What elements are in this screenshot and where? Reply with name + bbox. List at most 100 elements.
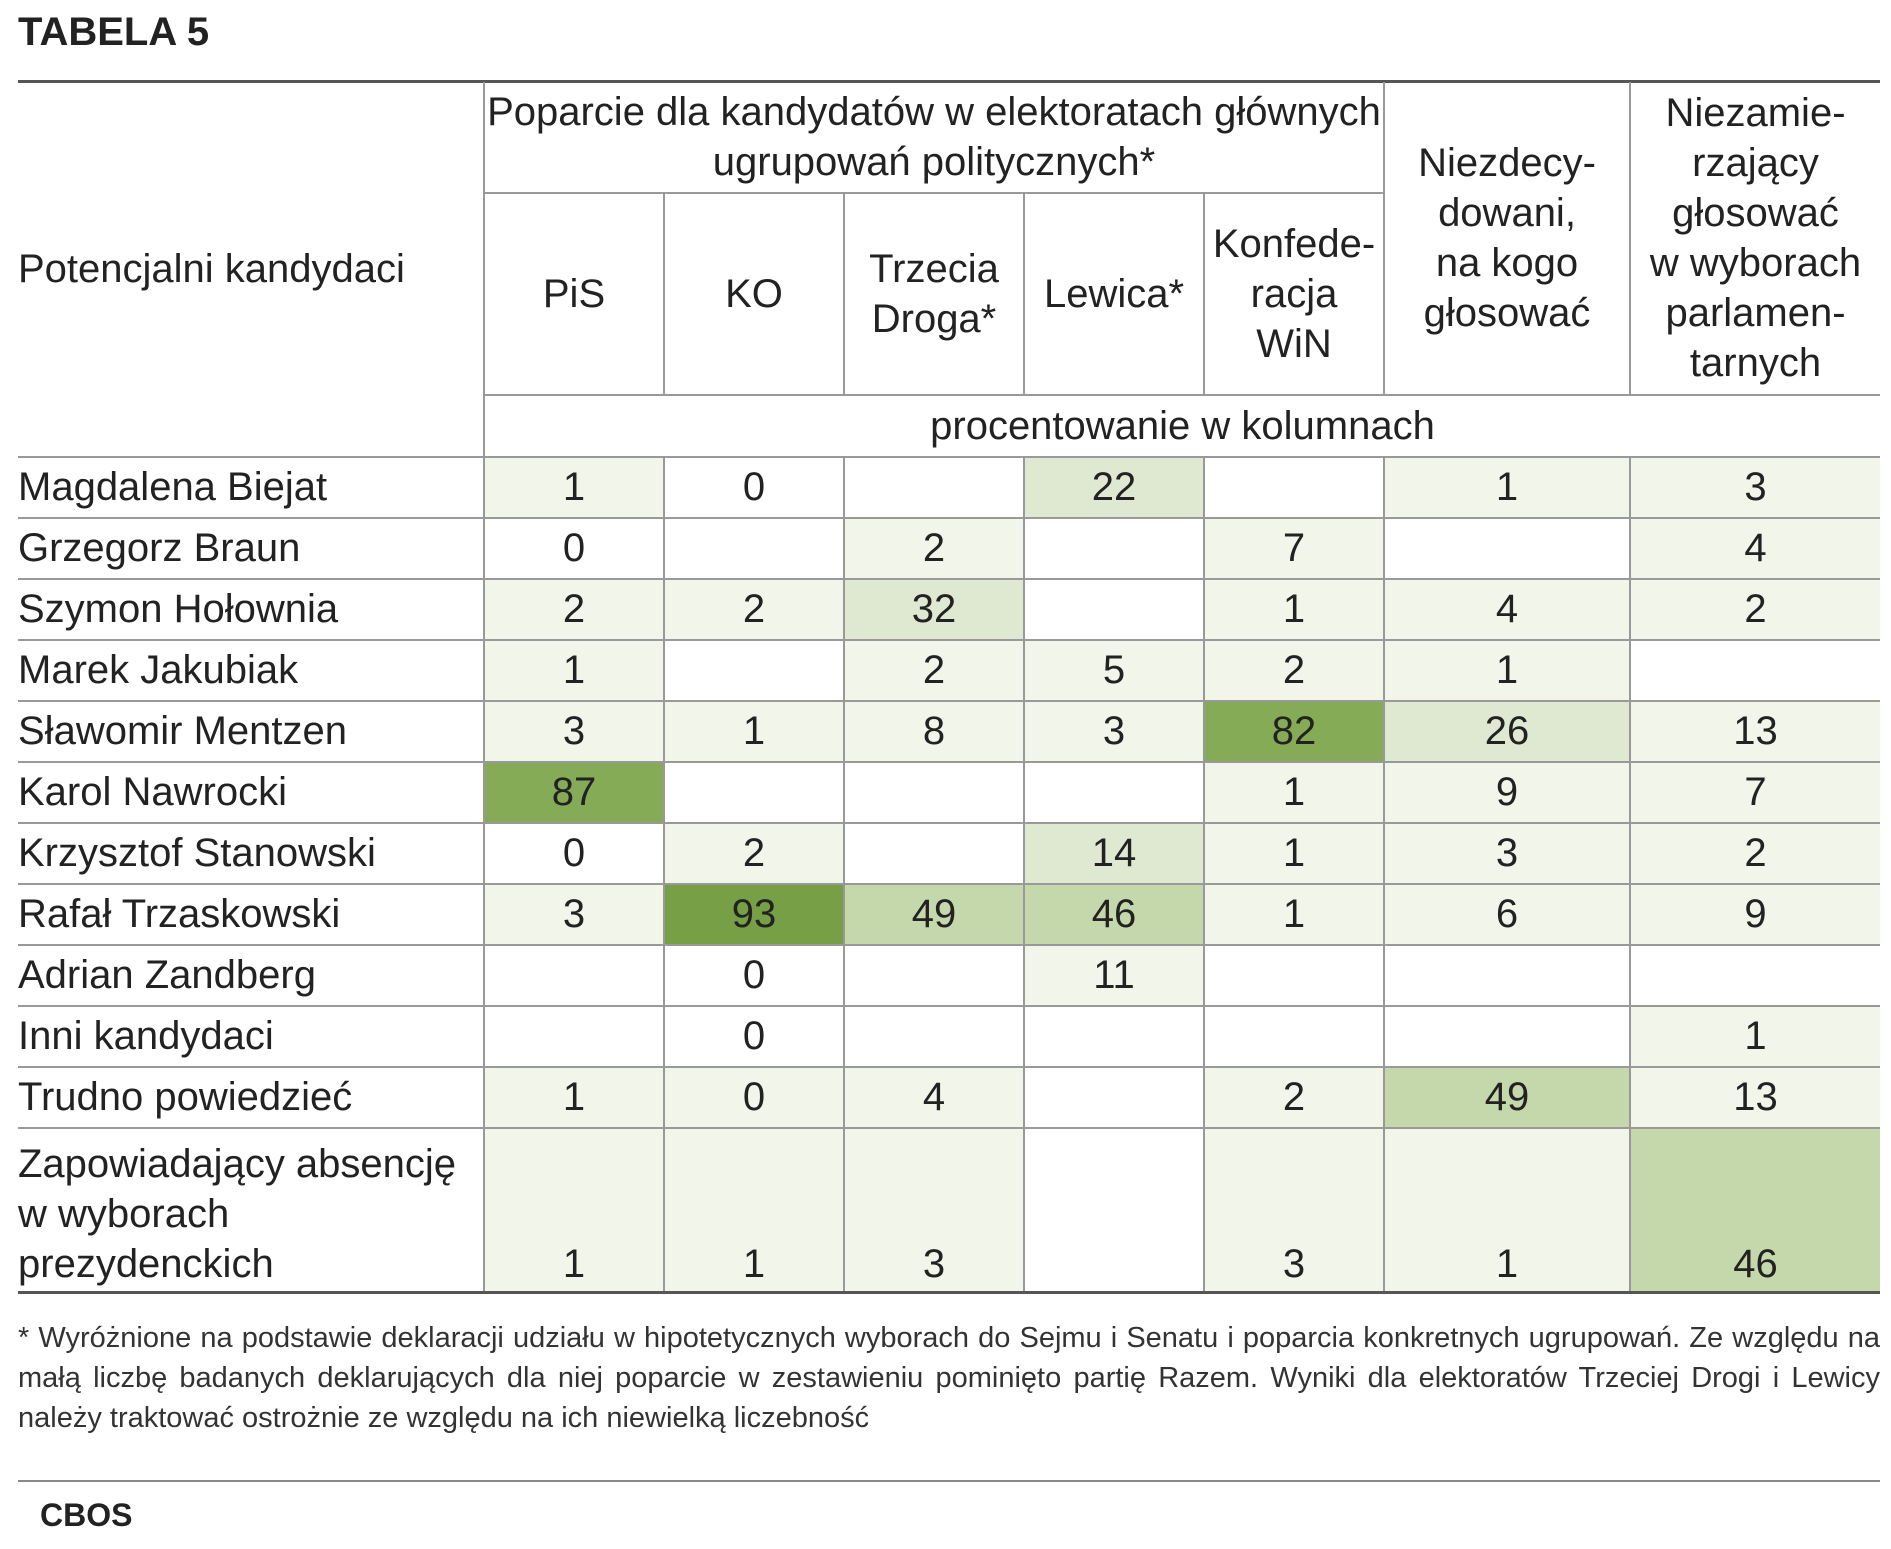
header-candidates: Potencjalni kandydaci bbox=[18, 247, 405, 291]
value-cell bbox=[1203, 456, 1384, 518]
bottom-rule bbox=[18, 1480, 1880, 1482]
value-cell: 1 bbox=[663, 700, 844, 762]
candidate-name: Zapowiadający absencję w wyborach prezyd… bbox=[18, 1127, 484, 1294]
value-cell: 7 bbox=[1629, 761, 1880, 823]
value-cell: 32 bbox=[843, 578, 1024, 640]
header-trzecia-droga: Trzecia Droga* bbox=[843, 192, 1024, 395]
value-cell: 2 bbox=[843, 517, 1024, 579]
value-cell: 14 bbox=[1023, 822, 1204, 884]
candidate-name: Krzysztof Stanowski bbox=[18, 822, 484, 884]
value-cell bbox=[1203, 1005, 1384, 1067]
value-cell: 1 bbox=[1383, 456, 1630, 518]
value-cell: 2 bbox=[1203, 639, 1384, 701]
value-cell bbox=[1023, 1005, 1204, 1067]
value-cell: 2 bbox=[1203, 1066, 1384, 1128]
value-cell bbox=[483, 1005, 664, 1067]
value-cell: 8 bbox=[843, 700, 1024, 762]
value-cell: 1 bbox=[483, 1127, 664, 1294]
value-cell: 49 bbox=[1383, 1066, 1630, 1128]
value-cell: 3 bbox=[1629, 456, 1880, 518]
header-group: Poparcie dla kandydatów w elektoratach g… bbox=[483, 82, 1384, 193]
value-cell: 0 bbox=[663, 1066, 844, 1128]
value-cell: 5 bbox=[1023, 639, 1204, 701]
value-cell: 3 bbox=[1383, 822, 1630, 884]
value-cell bbox=[843, 822, 1024, 884]
value-cell bbox=[1383, 1005, 1630, 1067]
candidate-name: Trudno powiedzieć bbox=[18, 1066, 484, 1128]
value-cell: 3 bbox=[483, 700, 664, 762]
value-cell: 0 bbox=[483, 822, 664, 884]
value-cell bbox=[843, 1005, 1024, 1067]
value-cell: 1 bbox=[483, 1066, 664, 1128]
header-lewica: Lewica* bbox=[1023, 192, 1204, 395]
table-row: Grzegorz Braun 0 2 7 4 bbox=[18, 517, 1880, 579]
value-cell: 3 bbox=[1203, 1127, 1384, 1294]
header-pis: PiS bbox=[483, 192, 664, 395]
table-row: Trudno powiedzieć 1 0 4 2 49 13 bbox=[18, 1066, 1880, 1128]
value-cell: 87 bbox=[483, 761, 664, 823]
candidate-name: Szymon Hołownia bbox=[18, 578, 484, 640]
value-cell bbox=[663, 517, 844, 579]
value-cell: 0 bbox=[663, 944, 844, 1006]
value-cell: 4 bbox=[1383, 578, 1630, 640]
value-cell: 22 bbox=[1023, 456, 1204, 518]
header-undecided: Niezdecy- dowani, na kogo głosować bbox=[1383, 82, 1630, 395]
header-unit: procentowanie w kolumnach bbox=[483, 394, 1880, 457]
value-cell: 2 bbox=[1629, 822, 1880, 884]
value-cell bbox=[843, 456, 1024, 518]
table-title: TABELA 5 bbox=[18, 10, 210, 54]
value-cell: 1 bbox=[1203, 761, 1384, 823]
value-cell: 93 bbox=[663, 883, 844, 945]
value-cell bbox=[483, 944, 664, 1006]
candidate-name: Grzegorz Braun bbox=[18, 517, 484, 579]
value-cell: 46 bbox=[1629, 1127, 1880, 1294]
value-cell: 11 bbox=[1023, 944, 1204, 1006]
table-row: Magdalena Biejat 1 0 22 1 3 bbox=[18, 456, 1880, 518]
value-cell bbox=[1383, 944, 1630, 1006]
value-cell bbox=[1629, 639, 1880, 701]
value-cell: 1 bbox=[1383, 639, 1630, 701]
table-row: Karol Nawrocki 87 1 9 7 bbox=[18, 761, 1880, 823]
value-cell: 1 bbox=[663, 1127, 844, 1294]
table-body: Magdalena Biejat 1 0 22 1 3 Grzegorz Braun 0 2 7 4… bbox=[18, 456, 1880, 1294]
table-row: Zapowiadający absencję w wyborach prezyd… bbox=[18, 1127, 1880, 1294]
value-cell: 3 bbox=[843, 1127, 1024, 1294]
value-cell: 1 bbox=[1629, 1005, 1880, 1067]
value-cell: 26 bbox=[1383, 700, 1630, 762]
value-cell: 82 bbox=[1203, 700, 1384, 762]
top-rule bbox=[18, 80, 1880, 83]
value-cell: 49 bbox=[843, 883, 1024, 945]
value-cell: 4 bbox=[1629, 517, 1880, 579]
value-cell bbox=[843, 761, 1024, 823]
value-cell bbox=[1023, 1066, 1204, 1128]
value-cell: 1 bbox=[483, 639, 664, 701]
value-cell: 4 bbox=[843, 1066, 1024, 1128]
value-cell bbox=[1023, 517, 1204, 579]
value-cell: 0 bbox=[663, 456, 844, 518]
value-cell bbox=[1383, 517, 1630, 579]
value-cell: 13 bbox=[1629, 700, 1880, 762]
value-cell: 1 bbox=[1203, 578, 1384, 640]
value-cell: 1 bbox=[1203, 822, 1384, 884]
value-cell: 9 bbox=[1629, 883, 1880, 945]
header-ko: KO bbox=[663, 192, 844, 395]
value-cell bbox=[1629, 944, 1880, 1006]
candidate-name: Adrian Zandberg bbox=[18, 944, 484, 1006]
footnote: * Wyróżnione na podstawie deklaracji udz… bbox=[18, 1322, 1880, 1434]
value-cell: 7 bbox=[1203, 517, 1384, 579]
value-cell bbox=[1023, 578, 1204, 640]
value-cell: 13 bbox=[1629, 1066, 1880, 1128]
value-cell: 6 bbox=[1383, 883, 1630, 945]
header-nonvoters: Niezamie- rzający głosować w wyborach pa… bbox=[1629, 82, 1880, 395]
value-cell: 2 bbox=[1629, 578, 1880, 640]
value-cell: 2 bbox=[663, 578, 844, 640]
value-cell: 3 bbox=[1023, 700, 1204, 762]
table-row: Sławomir Mentzen 3 1 8 3 82 26 13 bbox=[18, 700, 1880, 762]
table-row: Szymon Hołownia 2 2 32 1 4 2 bbox=[18, 578, 1880, 640]
table-row: Rafał Trzaskowski 3 93 49 46 1 6 9 bbox=[18, 883, 1880, 945]
candidate-name: Rafał Trzaskowski bbox=[18, 883, 484, 945]
value-cell: 0 bbox=[483, 517, 664, 579]
value-cell bbox=[663, 639, 844, 701]
value-cell: 2 bbox=[663, 822, 844, 884]
source-label: CBOS bbox=[40, 1497, 133, 1533]
